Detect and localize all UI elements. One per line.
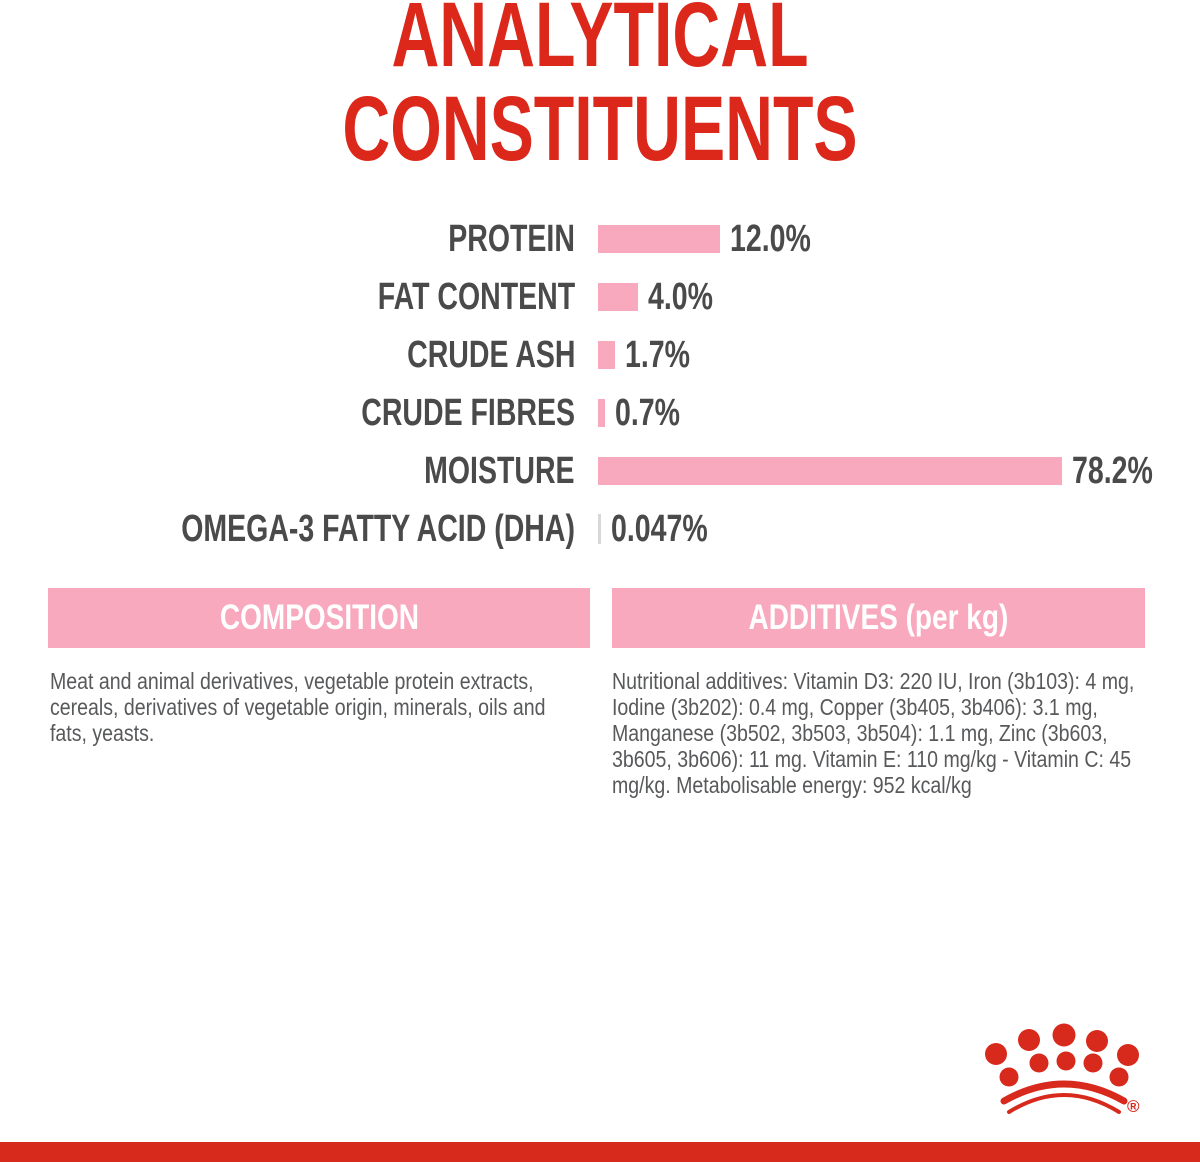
additives-header-band: ADDITIVES (per kg) [612, 588, 1145, 648]
chart-bar [598, 225, 720, 253]
chart-row-crude-ash: CRUDE ASH 1.7% [0, 326, 1200, 384]
composition-text: Meat and animal derivatives, vegetable p… [50, 668, 546, 746]
analytical-constituents-bar-chart: PROTEIN 12.0% FAT CONTENT 4.0% CRUDE ASH… [0, 210, 1200, 558]
page-title: ANALYTICAL CONSTITUENTS [168, 0, 1032, 176]
chart-row-moisture: MOISTURE 78.2% [0, 442, 1200, 500]
composition-header-label: COMPOSITION [219, 598, 419, 637]
registered-mark: ® [1127, 1097, 1140, 1116]
chart-bar [598, 514, 601, 544]
chart-row-label: MOISTURE [424, 449, 575, 492]
chart-value-label: 0.047% [611, 507, 708, 550]
composition-header-band: COMPOSITION [48, 588, 590, 648]
bottom-red-strip [0, 1142, 1200, 1162]
chart-row-omega3-dha: OMEGA-3 FATTY ACID (DHA) 0.047% [0, 500, 1200, 558]
chart-bar [598, 399, 605, 427]
chart-bar [598, 341, 615, 369]
chart-row-label: PROTEIN [448, 217, 575, 260]
royal-canin-crown-icon: ® [985, 1023, 1140, 1116]
chart-row-label: OMEGA-3 FATTY ACID (DHA) [181, 507, 575, 550]
chart-row-fat-content: FAT CONTENT 4.0% [0, 268, 1200, 326]
chart-row-protein: PROTEIN 12.0% [0, 210, 1200, 268]
page-title-line2: CONSTITUENTS [342, 78, 858, 180]
chart-value-label: 78.2% [1072, 449, 1153, 492]
additives-header-label: ADDITIVES (per kg) [748, 598, 1009, 637]
chart-value-label: 12.0% [730, 217, 811, 260]
chart-row-crude-fibres: CRUDE FIBRES 0.7% [0, 384, 1200, 442]
chart-value-label: 4.0% [648, 275, 713, 318]
chart-value-label: 1.7% [625, 333, 690, 376]
chart-row-label: CRUDE ASH [406, 333, 575, 376]
page-title-line1: ANALYTICAL [391, 0, 809, 86]
chart-bar [598, 283, 638, 311]
chart-row-label: FAT CONTENT [377, 275, 575, 318]
chart-bar [598, 457, 1062, 485]
additives-text: Nutritional additives: Vitamin D3: 220 I… [612, 668, 1135, 798]
chart-value-label: 0.7% [615, 391, 680, 434]
chart-row-label: CRUDE FIBRES [361, 391, 575, 434]
